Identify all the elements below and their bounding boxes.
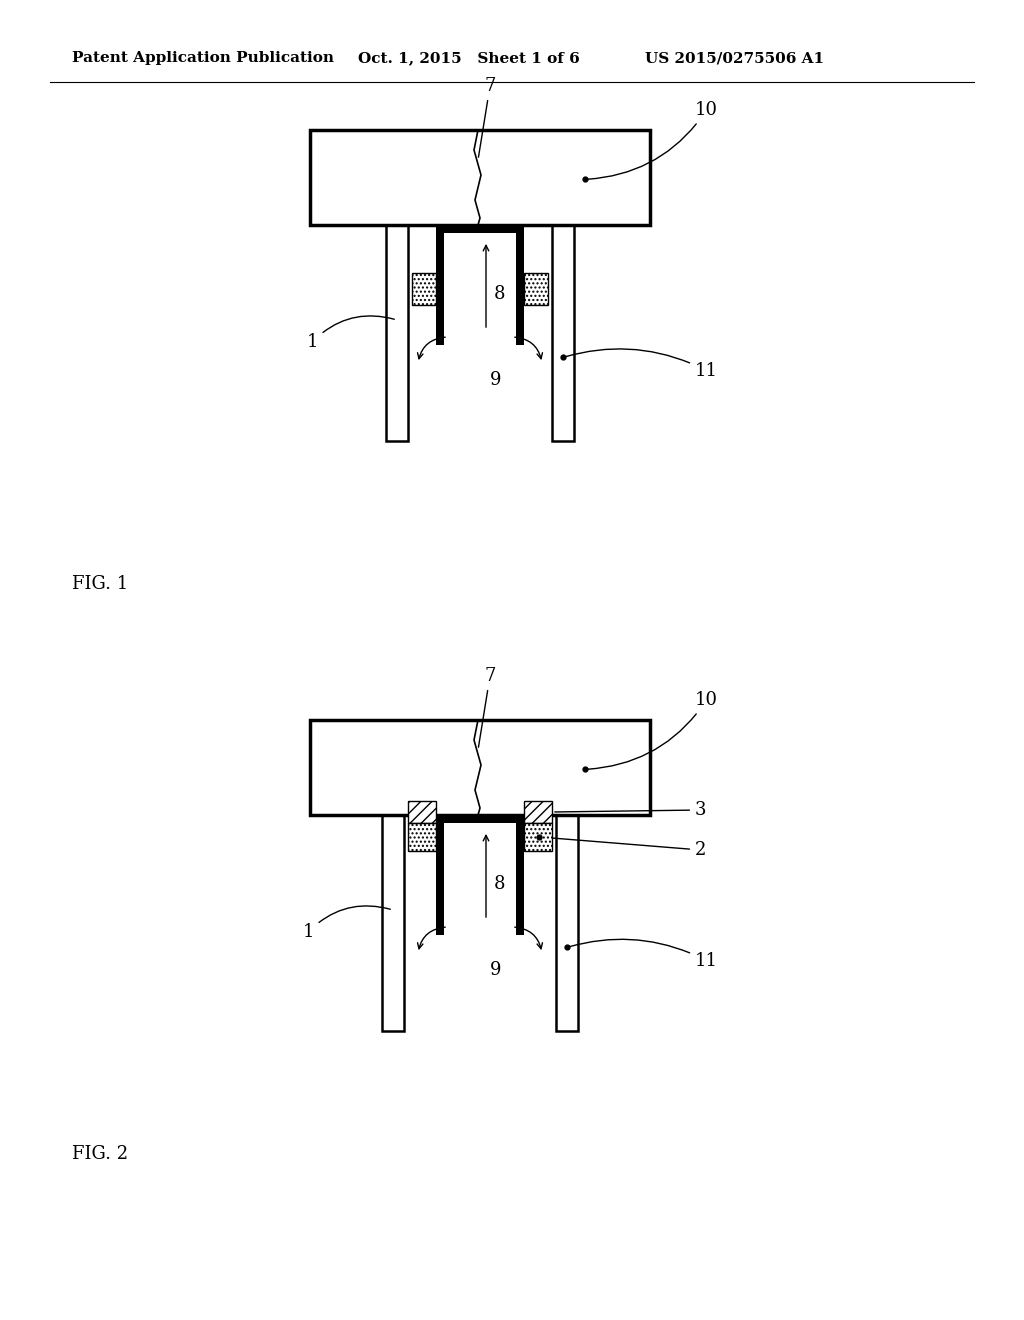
- Bar: [310, 719, 650, 814]
- Bar: [524, 801, 552, 822]
- Bar: [436, 224, 524, 234]
- Text: 8: 8: [494, 875, 506, 894]
- Bar: [436, 224, 444, 345]
- Bar: [412, 273, 436, 305]
- Text: US 2015/0275506 A1: US 2015/0275506 A1: [645, 51, 824, 65]
- Text: FIG. 1: FIG. 1: [72, 576, 128, 593]
- Text: Patent Application Publication: Patent Application Publication: [72, 51, 334, 65]
- Text: 9: 9: [490, 961, 502, 979]
- Text: 7: 7: [478, 77, 496, 157]
- Bar: [524, 273, 548, 305]
- Text: 7: 7: [478, 667, 496, 747]
- Bar: [436, 814, 444, 935]
- Text: 11: 11: [565, 348, 718, 380]
- Bar: [552, 220, 574, 441]
- Bar: [516, 224, 524, 345]
- Text: 9: 9: [490, 371, 502, 389]
- Text: 1: 1: [302, 906, 390, 941]
- Text: Oct. 1, 2015   Sheet 1 of 6: Oct. 1, 2015 Sheet 1 of 6: [358, 51, 580, 65]
- Text: 8: 8: [494, 285, 506, 304]
- Text: FIG. 2: FIG. 2: [72, 1144, 128, 1163]
- Bar: [310, 129, 650, 224]
- Bar: [382, 810, 404, 1031]
- Bar: [408, 801, 436, 822]
- Bar: [408, 822, 436, 851]
- Bar: [386, 220, 408, 441]
- Text: 10: 10: [588, 102, 718, 180]
- Bar: [516, 814, 524, 935]
- Bar: [556, 810, 578, 1031]
- Text: 2: 2: [542, 837, 707, 859]
- Text: 10: 10: [588, 690, 718, 770]
- Text: 11: 11: [569, 940, 718, 970]
- Text: 3: 3: [555, 801, 707, 818]
- Bar: [524, 822, 552, 851]
- Text: 1: 1: [306, 315, 394, 351]
- Bar: [436, 814, 524, 822]
